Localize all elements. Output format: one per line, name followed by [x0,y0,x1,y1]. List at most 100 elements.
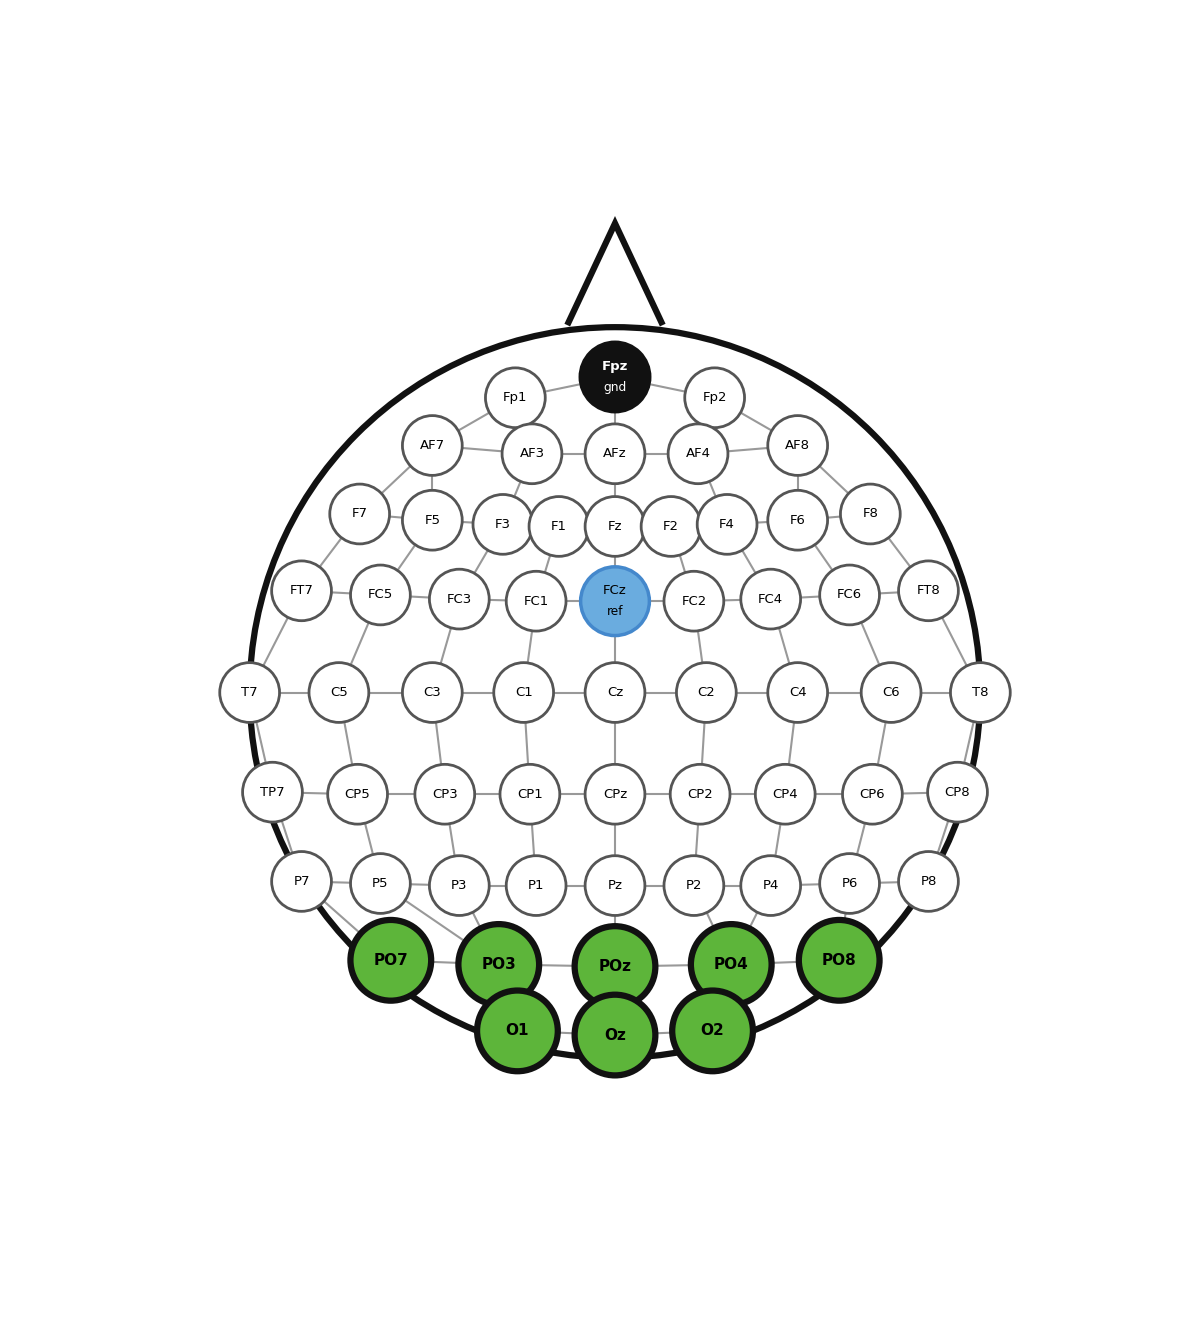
Circle shape [671,764,730,824]
Circle shape [586,764,644,824]
Text: F5: F5 [425,514,440,526]
Text: O2: O2 [701,1023,725,1038]
Circle shape [575,994,655,1075]
Text: Fz: Fz [607,520,623,533]
Text: F2: F2 [664,520,679,533]
Circle shape [330,484,390,543]
Circle shape [899,851,959,911]
Circle shape [220,662,280,722]
Circle shape [458,924,539,1005]
Circle shape [430,570,490,629]
Text: C4: C4 [788,686,806,699]
Text: AF8: AF8 [785,439,810,452]
Circle shape [664,855,724,915]
Text: CP4: CP4 [773,788,798,801]
Text: Fp1: Fp1 [503,391,528,405]
Circle shape [575,927,655,1007]
Text: FC6: FC6 [838,588,862,602]
Text: P8: P8 [920,875,937,888]
Text: FT7: FT7 [289,584,313,598]
Text: C2: C2 [697,686,715,699]
Text: PO4: PO4 [714,957,749,972]
Circle shape [586,855,644,915]
Circle shape [641,497,701,557]
Text: F7: F7 [352,508,367,521]
Text: FC2: FC2 [682,595,707,608]
Circle shape [664,571,724,631]
Text: F1: F1 [551,520,566,533]
Circle shape [586,497,644,557]
Text: FC5: FC5 [367,588,394,602]
Circle shape [242,763,302,822]
Text: AF7: AF7 [420,439,445,452]
Circle shape [430,855,490,915]
Text: O1: O1 [505,1023,529,1038]
Text: Fpz: Fpz [602,360,628,373]
Text: P6: P6 [841,876,858,890]
Text: CP2: CP2 [688,788,713,801]
Circle shape [350,564,410,625]
Circle shape [478,990,558,1071]
Text: PO3: PO3 [481,957,516,972]
Text: CP5: CP5 [344,788,371,801]
Circle shape [668,424,728,484]
Circle shape [271,561,331,621]
Circle shape [899,561,959,621]
Circle shape [271,851,331,911]
Text: TP7: TP7 [260,785,284,798]
Circle shape [820,854,880,914]
Circle shape [950,662,1010,722]
Circle shape [768,662,828,722]
Circle shape [328,764,388,824]
Circle shape [586,662,644,722]
Text: P5: P5 [372,876,389,890]
Text: gnd: gnd [604,381,626,394]
Circle shape [928,763,988,822]
Text: P3: P3 [451,879,468,892]
Text: CP3: CP3 [432,788,457,801]
Circle shape [500,764,559,824]
Circle shape [402,490,462,550]
Circle shape [473,494,533,554]
Circle shape [402,662,462,722]
Circle shape [840,484,900,543]
Text: CP1: CP1 [517,788,542,801]
Text: P7: P7 [293,875,310,888]
Circle shape [842,764,902,824]
Text: T8: T8 [972,686,989,699]
Text: P4: P4 [762,879,779,892]
Text: C5: C5 [330,686,348,699]
Circle shape [691,924,772,1005]
Circle shape [740,570,800,629]
Text: F8: F8 [863,508,878,521]
Text: CP6: CP6 [859,788,886,801]
Circle shape [350,920,431,1001]
Text: F6: F6 [790,514,805,526]
Circle shape [768,415,828,476]
Text: CPz: CPz [602,788,628,801]
Text: FCz: FCz [604,584,626,598]
Text: Pz: Pz [607,879,623,892]
Text: P1: P1 [528,879,545,892]
Text: FC1: FC1 [523,595,548,608]
Circle shape [493,662,553,722]
Circle shape [677,662,737,722]
Text: C6: C6 [882,686,900,699]
Circle shape [581,567,649,636]
Text: C1: C1 [515,686,533,699]
Text: Fp2: Fp2 [702,391,727,405]
Text: F3: F3 [494,518,511,531]
Circle shape [740,855,800,915]
Circle shape [581,342,649,411]
Circle shape [350,854,410,914]
Circle shape [755,764,815,824]
Circle shape [697,494,757,554]
Circle shape [529,497,589,557]
Text: ref: ref [607,605,623,617]
Circle shape [768,490,828,550]
Circle shape [310,662,368,722]
Circle shape [799,920,880,1001]
Text: AF4: AF4 [685,447,710,460]
Circle shape [502,424,562,484]
Text: C3: C3 [424,686,442,699]
